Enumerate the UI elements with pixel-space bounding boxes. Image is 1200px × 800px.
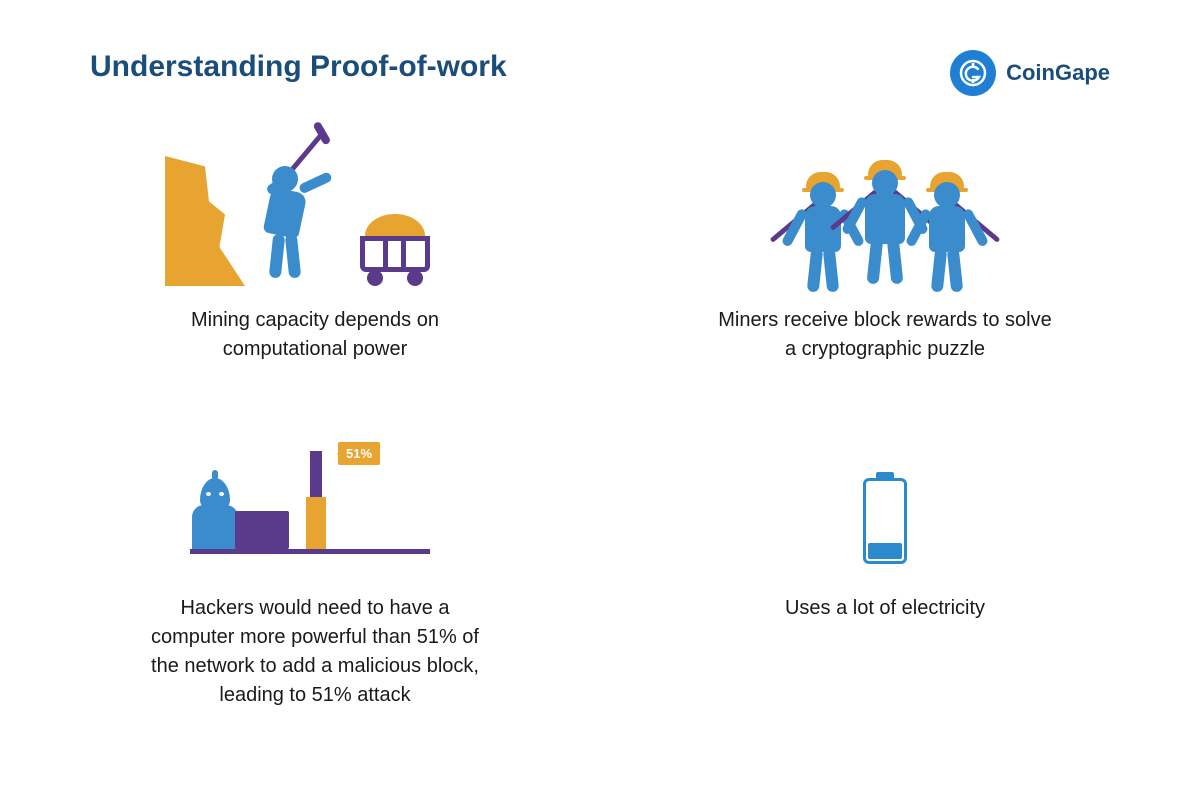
brand-logo: CoinGape: [950, 50, 1110, 96]
header: Understanding Proof-of-work CoinGape: [90, 50, 1110, 96]
battery-low-icon: [863, 424, 907, 574]
brand-name: CoinGape: [1006, 60, 1110, 86]
page-title: Understanding Proof-of-work: [90, 50, 507, 84]
card-caption: Hackers would need to have a computer mo…: [145, 594, 485, 710]
card-caption: Uses a lot of electricity: [785, 594, 985, 623]
percent-badge: 51%: [338, 442, 380, 465]
hacker-51-icon: 51%: [190, 424, 440, 574]
card-caption: Miners receive block rewards to solve a …: [715, 306, 1055, 364]
card-mining-capacity: Mining capacity depends on computational…: [90, 136, 540, 364]
miners-group-icon: [755, 136, 1015, 286]
card-fifty-one-attack: 51% Hackers would need to have a compute…: [90, 424, 540, 710]
card-block-rewards: Miners receive block rewards to solve a …: [660, 136, 1110, 364]
brand-logo-icon: [950, 50, 996, 96]
miner-cart-icon: [165, 136, 465, 286]
cards-grid: Mining capacity depends on computational…: [90, 136, 1110, 710]
card-electricity: Uses a lot of electricity: [660, 424, 1110, 710]
card-caption: Mining capacity depends on computational…: [145, 306, 485, 364]
